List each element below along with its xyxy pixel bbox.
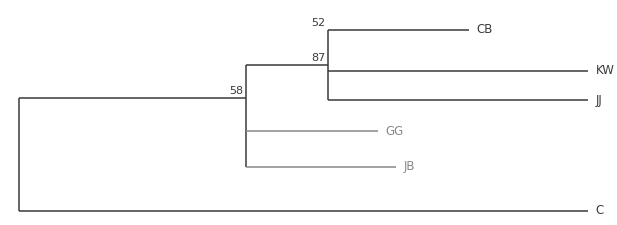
Text: 52: 52	[312, 18, 325, 28]
Text: 58: 58	[229, 86, 243, 96]
Text: C: C	[596, 204, 604, 217]
Text: 87: 87	[311, 53, 325, 63]
Text: KW: KW	[596, 64, 615, 77]
Text: JB: JB	[404, 160, 415, 173]
Text: CB: CB	[476, 23, 492, 36]
Text: GG: GG	[385, 125, 404, 138]
Text: JJ: JJ	[596, 94, 602, 107]
